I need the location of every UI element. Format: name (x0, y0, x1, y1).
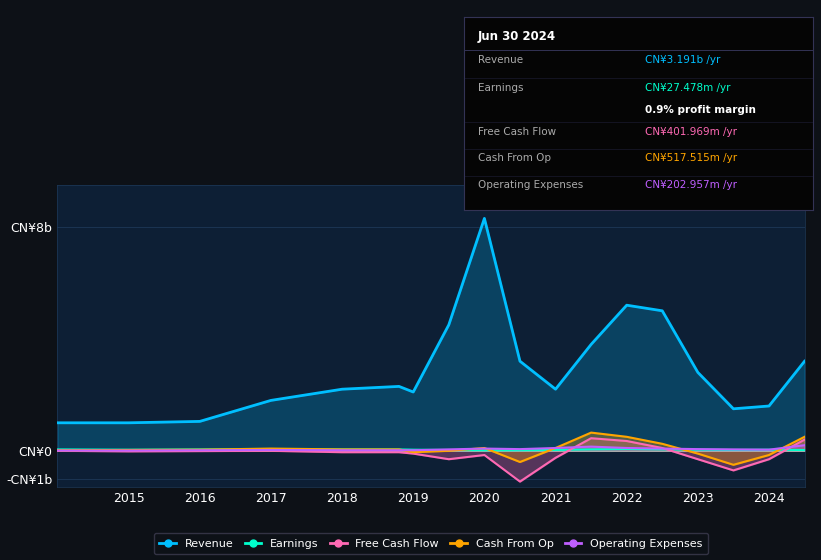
Text: CN¥517.515m /yr: CN¥517.515m /yr (645, 153, 737, 163)
Text: CN¥3.191b /yr: CN¥3.191b /yr (645, 55, 721, 66)
Text: Revenue: Revenue (478, 55, 523, 66)
Text: Free Cash Flow: Free Cash Flow (478, 127, 556, 137)
Legend: Revenue, Earnings, Free Cash Flow, Cash From Op, Operating Expenses: Revenue, Earnings, Free Cash Flow, Cash … (154, 533, 709, 554)
Text: Earnings: Earnings (478, 83, 523, 94)
Text: 0.9% profit margin: 0.9% profit margin (645, 105, 756, 115)
Text: Jun 30 2024: Jun 30 2024 (478, 30, 556, 43)
Text: Cash From Op: Cash From Op (478, 153, 551, 163)
Text: Operating Expenses: Operating Expenses (478, 180, 583, 190)
Text: CN¥401.969m /yr: CN¥401.969m /yr (645, 127, 737, 137)
Text: CN¥202.957m /yr: CN¥202.957m /yr (645, 180, 737, 190)
Text: CN¥27.478m /yr: CN¥27.478m /yr (645, 83, 731, 94)
